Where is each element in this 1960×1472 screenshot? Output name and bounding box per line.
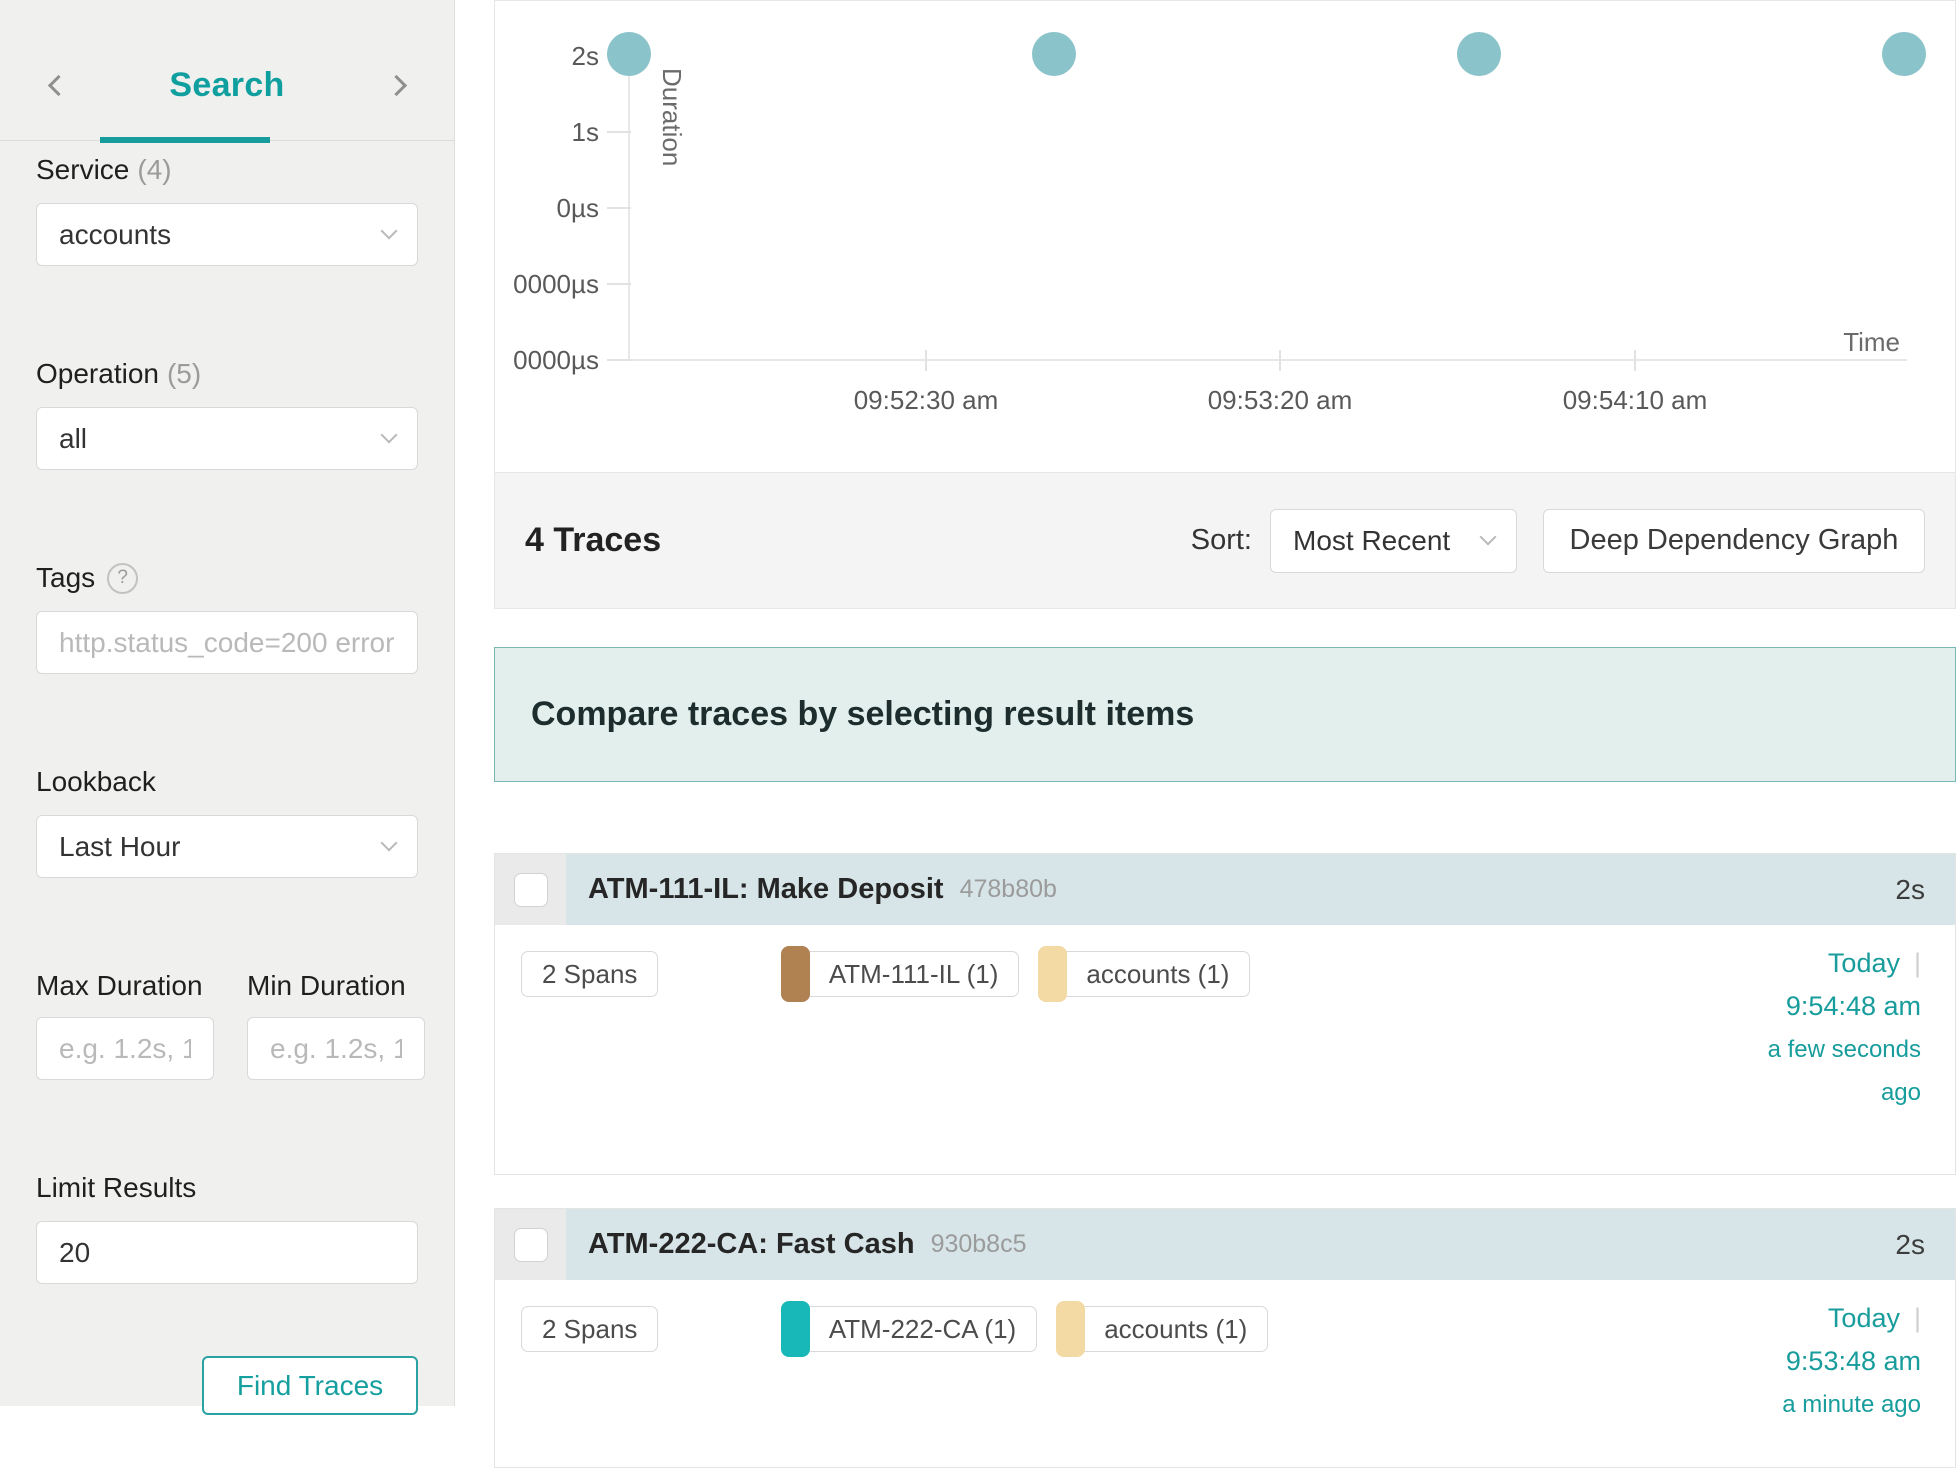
trace-duration: 2s	[1895, 873, 1925, 905]
trace-id: 930b8c5	[930, 1230, 1027, 1258]
x-tick-label: 09:52:30 am	[854, 385, 999, 415]
trace-time: 9:53:48 am	[1785, 1346, 1921, 1376]
scatter-point[interactable]	[1457, 32, 1501, 76]
trace-id: 478b80b	[959, 875, 1057, 903]
lookback-label: Lookback	[36, 766, 156, 797]
limit-results-input[interactable]	[36, 1221, 418, 1284]
max-duration-input[interactable]	[36, 1017, 214, 1080]
deep-dependency-graph-button[interactable]: Deep Dependency Graph	[1543, 508, 1925, 573]
x-tick-label: 09:53:20 am	[1208, 385, 1353, 415]
trace-result-card: ATM-222-CA: Fast Cash 930b8c5 2s 2 Spans…	[494, 1208, 1956, 1468]
trace-title-area[interactable]: ATM-222-CA: Fast Cash 930b8c5 2s	[566, 1209, 1955, 1280]
trace-title-area[interactable]: ATM-111-IL: Make Deposit 478b80b 2s	[566, 854, 1955, 925]
x-tick-label: 09:54:10 am	[1563, 385, 1708, 415]
trace-body: 2 Spans ATM-222-CA (1) accounts (1) Toda…	[495, 1280, 1955, 1467]
min-duration-input[interactable]	[247, 1017, 425, 1080]
chevron-right-icon[interactable]	[374, 63, 418, 107]
service-tag-pill: accounts (1)	[1038, 946, 1251, 1002]
chevron-down-icon	[380, 222, 398, 239]
chevron-down-icon	[380, 426, 398, 443]
min-duration-label: Min Duration	[247, 970, 406, 1001]
trace-date: Today	[1827, 1303, 1900, 1333]
service-color-swatch	[1038, 946, 1068, 1002]
tab-active-indicator	[100, 137, 270, 143]
tab-search[interactable]: Search	[169, 65, 285, 104]
span-count-pill: 2 Spans	[521, 951, 659, 997]
trace-select-checkbox[interactable]	[513, 872, 548, 907]
search-results-panel: 2s 1s 0µs 0000µs 0000µs 09:52:30 am 09:5…	[494, 0, 1956, 1468]
sidebar-nav: Search	[36, 60, 418, 110]
y-tick-label: 0µs	[557, 193, 599, 223]
chevron-down-icon	[380, 834, 398, 851]
trace-header[interactable]: ATM-111-IL: Make Deposit 478b80b 2s	[495, 854, 1955, 925]
trace-result-card: ATM-111-IL: Make Deposit 478b80b 2s 2 Sp…	[494, 853, 1956, 1175]
service-tag-pill: accounts (1)	[1056, 1301, 1269, 1357]
lookback-select[interactable]: Last Hour	[36, 815, 418, 878]
service-select[interactable]: accounts	[36, 203, 418, 266]
trace-relative-time: a minute ago	[1782, 1391, 1921, 1418]
trace-title: ATM-222-CA: Fast Cash	[588, 1228, 915, 1260]
trace-header[interactable]: ATM-222-CA: Fast Cash 930b8c5 2s	[495, 1209, 1955, 1280]
sort-label: Sort:	[1190, 524, 1252, 556]
trace-time: 9:54:48 am	[1785, 991, 1921, 1021]
results-header-bar: 4 Traces Sort: Most Recent Deep Dependen…	[494, 473, 1956, 609]
y-tick-label: 0000µs	[513, 269, 599, 299]
checkbox-cell	[495, 1209, 566, 1280]
service-label: Service (4)	[36, 154, 172, 185]
trace-title: ATM-111-IL: Make Deposit	[588, 873, 944, 905]
sort-select[interactable]: Most Recent	[1270, 508, 1517, 573]
compare-banner: Compare traces by selecting result items	[494, 647, 1956, 782]
operation-label: Operation (5)	[36, 358, 202, 389]
scatter-plot-card: 2s 1s 0µs 0000µs 0000µs 09:52:30 am 09:5…	[494, 0, 1956, 473]
separator: |	[1913, 1303, 1921, 1333]
limit-results-label: Limit Results	[36, 1172, 197, 1203]
find-traces-button[interactable]: Find Traces	[202, 1356, 418, 1415]
chevron-left-icon[interactable]	[36, 63, 80, 107]
x-axis-label: Time	[1843, 327, 1900, 357]
tags-label: Tags ?	[36, 562, 418, 594]
separator: |	[1913, 948, 1921, 978]
service-color-swatch	[780, 1301, 810, 1357]
trace-body: 2 Spans ATM-111-IL (1) accounts (1) Toda…	[495, 925, 1955, 1174]
max-duration-label: Max Duration	[36, 970, 203, 1001]
compare-banner-text: Compare traces by selecting result items	[531, 695, 1195, 733]
trace-duration: 2s	[1895, 1228, 1925, 1260]
duration-scatter-plot: 2s 1s 0µs 0000µs 0000µs 09:52:30 am 09:5…	[513, 32, 1926, 415]
y-tick-label: 0000µs	[513, 345, 599, 375]
trace-timestamp: Today | 9:53:48 am a minute ago	[1782, 1297, 1921, 1426]
trace-relative-time: a few seconds ago	[1767, 1036, 1921, 1106]
chevron-down-icon	[1479, 528, 1497, 545]
scatter-point[interactable]	[607, 32, 651, 76]
y-tick-label: 1s	[572, 117, 599, 147]
y-tick-label: 2s	[572, 41, 599, 71]
operation-select[interactable]: all	[36, 407, 418, 470]
trace-select-checkbox[interactable]	[513, 1227, 548, 1262]
service-color-swatch	[1056, 1301, 1086, 1357]
span-count-pill: 2 Spans	[521, 1306, 659, 1352]
trace-timestamp: Today | 9:54:48 am a few seconds ago	[1735, 942, 1921, 1114]
checkbox-cell	[495, 854, 566, 925]
help-icon[interactable]: ?	[107, 562, 139, 594]
service-tag-pill: ATM-222-CA (1)	[780, 1301, 1038, 1357]
scatter-point[interactable]	[1882, 32, 1926, 76]
y-axis-label: Duration	[657, 68, 687, 166]
service-tag-pill: ATM-111-IL (1)	[780, 946, 1020, 1002]
trace-count: 4 Traces	[525, 521, 662, 559]
service-color-swatch	[780, 946, 810, 1002]
search-sidebar: Search Service (4) accounts Operation (5) …	[0, 0, 455, 1415]
tags-input[interactable]	[36, 611, 418, 674]
trace-date: Today	[1827, 948, 1900, 978]
scatter-point[interactable]	[1032, 32, 1076, 76]
